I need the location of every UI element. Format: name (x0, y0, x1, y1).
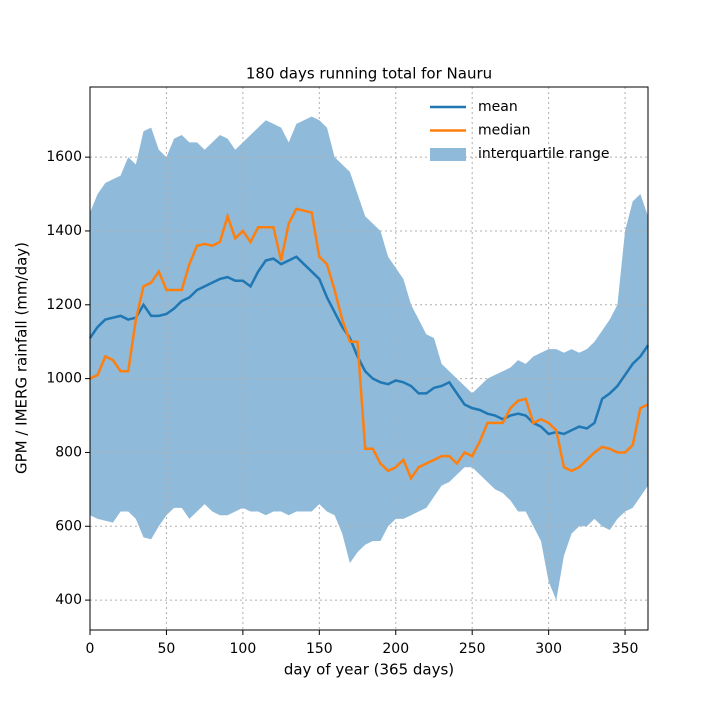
iqr-band (90, 116, 648, 601)
y-tick-label: 400 (55, 592, 82, 608)
x-tick-label: 350 (612, 641, 639, 657)
x-tick-label: 300 (535, 641, 562, 657)
x-tick-label: 200 (382, 641, 409, 657)
legend-label: median (478, 123, 530, 139)
series-line (89, 207, 649, 481)
x-tick-label: 150 (306, 641, 333, 657)
legend-label: mean (478, 99, 518, 115)
legend-swatch (430, 148, 466, 161)
series-line (88, 255, 650, 436)
x-tick-label: 50 (158, 641, 176, 657)
x-tick-label: 250 (459, 641, 486, 657)
y-tick-label: 600 (55, 518, 82, 534)
y-tick-label: 1000 (46, 371, 82, 387)
x-tick-label: 100 (230, 641, 257, 657)
chart-title: 180 days running total for Nauru (246, 65, 492, 83)
y-tick-label: 1200 (46, 297, 82, 313)
y-tick-label: 800 (55, 444, 82, 460)
y-tick-label: 1400 (46, 223, 82, 239)
legend-label: interquartile range (478, 146, 610, 162)
plot-frame (89, 86, 649, 631)
x-axis-label: day of year (365 days) (284, 661, 454, 679)
y-tick-label: 1600 (46, 149, 82, 165)
x-tick-label: 0 (86, 641, 95, 657)
y-axis-label: GPM / IMERG rainfall (mm/day) (13, 242, 31, 474)
